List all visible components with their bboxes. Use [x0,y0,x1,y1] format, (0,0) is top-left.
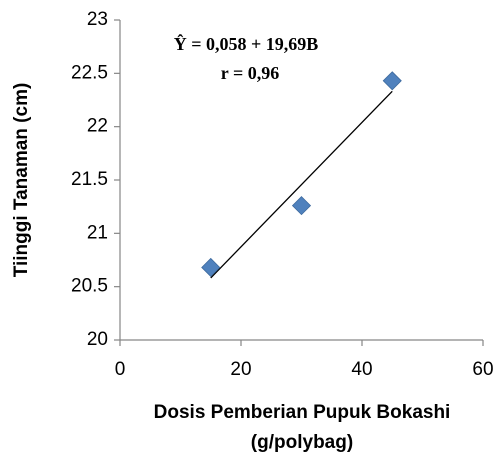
point [201,257,221,278]
x-axis-title: (g/polybag) [251,432,353,453]
equation: Ŷ = 0,058 + 19,69B [174,33,319,54]
x-tick-label: 40 [351,359,372,380]
x-tick-label: 20 [230,359,251,380]
y-tick-label: 20 [87,329,108,350]
x-tick-label: 0 [115,359,126,380]
y-tick-label: 20.5 [71,276,108,297]
x-tick-label: 60 [472,359,493,380]
y-tick-label: 22.5 [71,62,108,83]
trendline [210,90,393,279]
point [382,71,402,91]
y-axis-title: Tiinggi Tanaman (cm) [11,83,32,278]
y-tick-label: 21.5 [71,169,108,190]
y-tick-label: 23 [87,9,108,30]
correlation: r = 0,96 [221,63,279,83]
y-tick-label: 22 [87,116,108,137]
point [291,196,312,216]
y-tick-label: 21 [87,222,108,243]
x-axis-title: Dosis Pemberian Pupuk Bokashi [154,402,451,423]
